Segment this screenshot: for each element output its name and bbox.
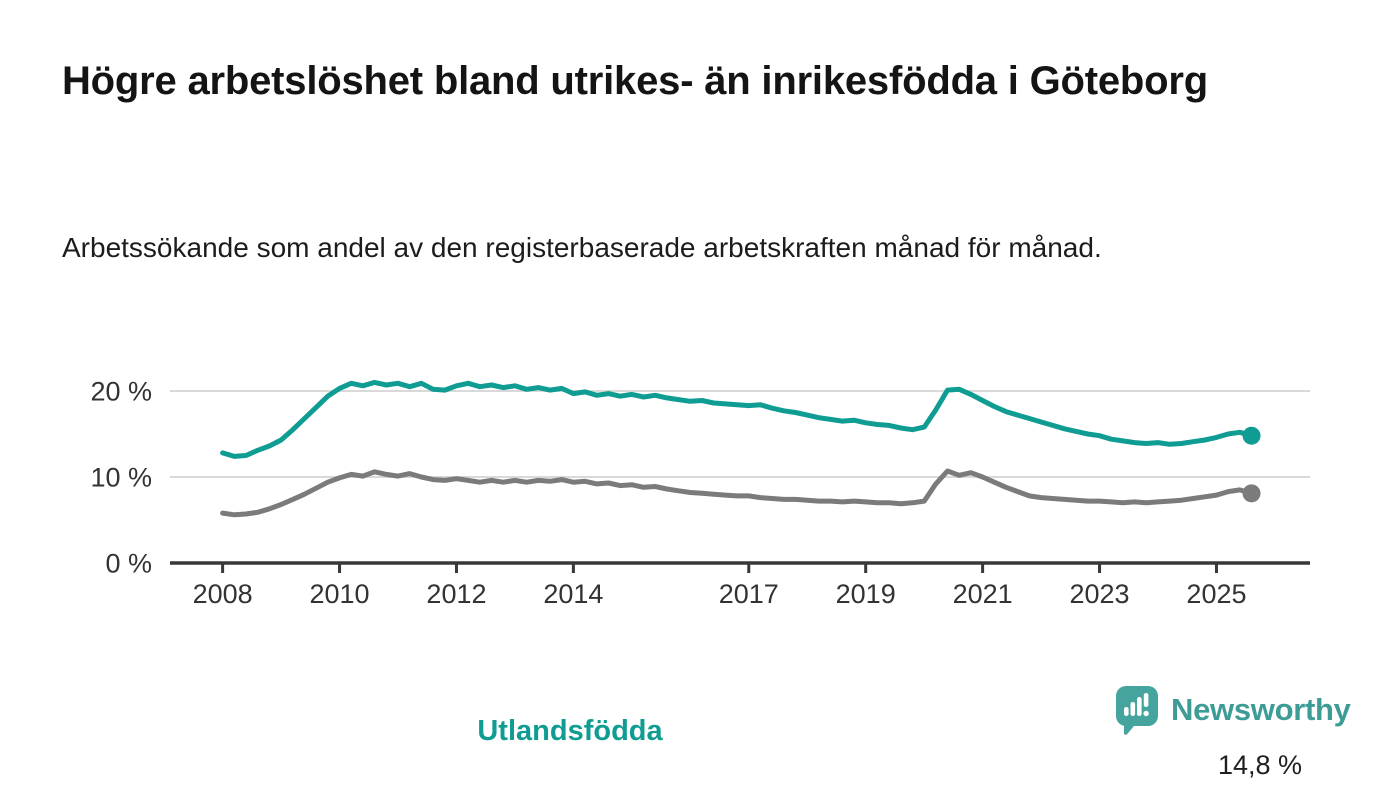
page-title: Högre arbetslöshet bland utrikes- än inr… [62,59,1208,103]
series-line-0 [220,379,1254,459]
series-label-utlandsfodda: Utlandsfödda [477,715,663,747]
x-tick-label: 2019 [836,579,896,609]
series-endpoint-0 [1242,426,1261,445]
x-tick-label: 2025 [1186,579,1246,609]
series-endpoint-1 [1242,484,1261,503]
series-line-1 [220,468,1254,518]
x-tick-label: 2021 [953,579,1013,609]
x-tick-label: 2008 [193,579,253,609]
exclamation-bar [1143,693,1149,707]
end-value-label-utlandsfodda: 14,8 % [1217,750,1302,780]
x-tick-label: 2023 [1069,579,1129,609]
y-tick-label: 10 % [90,463,152,493]
y-tick-label: 20 % [90,377,152,407]
page-subtitle: Arbetssökande som andel av den registerb… [62,232,1102,263]
bar-chart-speech-bubble-icon [1116,686,1158,735]
bar-small [1124,707,1129,716]
x-tick-label: 2017 [719,579,779,609]
x-tick-label: 2010 [309,579,369,609]
line-chart: 0 % 10 % 20 % 2008 2010 2012 2014 2017 2019 2021 2… [0,350,1400,780]
exclamation-dot [1143,710,1149,717]
bar-medium [1130,702,1136,716]
newsworthy-logo-text: Newsworthy [1171,692,1351,727]
x-tick-label: 2012 [426,579,486,609]
y-tick-label: 0 % [105,549,152,579]
bar-large [1137,697,1142,716]
line-chart-canvas: 0 % 10 % 20 % 2008 2010 2012 2014 2017 2019 2021 2… [90,377,1310,609]
x-tick-label: 2014 [543,579,603,609]
newsworthy-logo: Newsworthy [1116,686,1351,736]
